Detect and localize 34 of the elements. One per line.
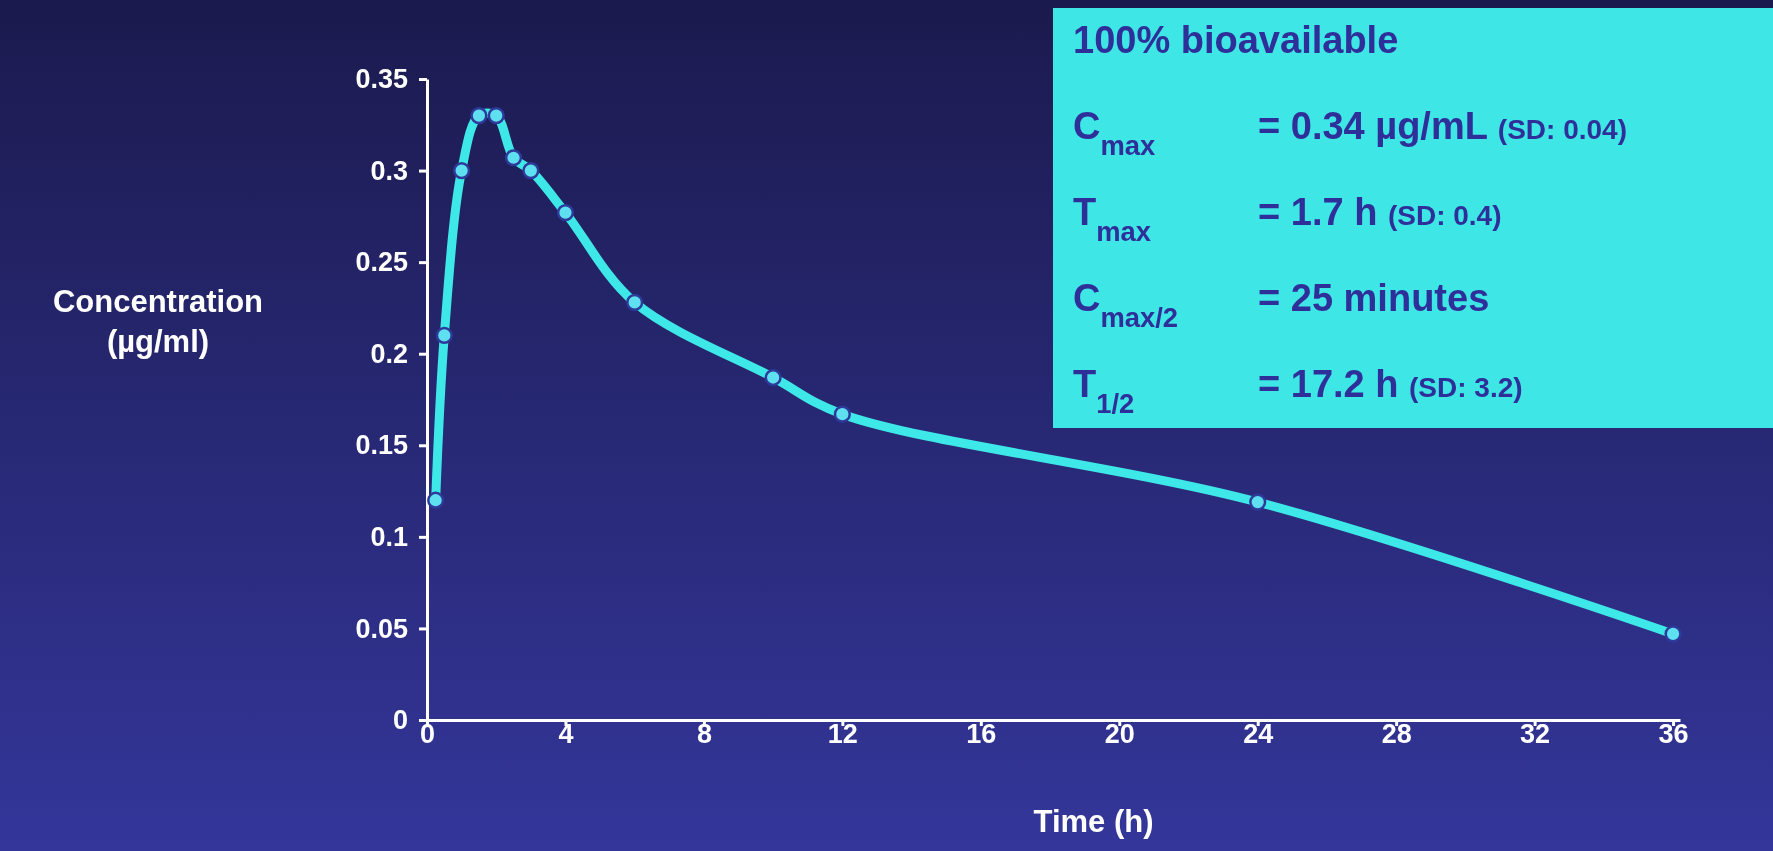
text: 100% bioavailable — [1073, 19, 1399, 61]
point — [764, 368, 782, 387]
point — [487, 107, 505, 125]
y-tick-label: 0.3 — [370, 155, 408, 186]
point — [470, 107, 488, 125]
text-panel: 100% bioavailable C$_{max}$ = 0.34 µg/mL (SD: 0.04) T$_{max}$ = 1.7 h (SD: 0.4) C$_{max/2}$ = 25 minutes T$_{1/2}$ = 17.2 h (SD: 3.2) — [1053, 8, 1773, 428]
y-tick-label: 0.15 — [355, 430, 408, 461]
point — [1249, 493, 1267, 511]
x-tick-label: 16 — [966, 719, 997, 749]
y-tick-label: 0.1 — [370, 522, 408, 552]
point — [556, 204, 575, 222]
y-axis-title: Concentration (µg/ml) — [52, 284, 264, 359]
point — [1664, 625, 1682, 643]
y-tick-label: 0.25 — [355, 247, 408, 278]
point — [626, 293, 644, 312]
x-tick-label: 24 — [1243, 719, 1274, 749]
point — [833, 405, 851, 423]
x-tick-label: 36 — [1658, 719, 1689, 749]
x-axis-title: Time (h) — [1033, 804, 1154, 839]
x-tick-label: 12 — [827, 719, 858, 749]
point — [435, 326, 453, 344]
y-tick-label: 0.05 — [355, 613, 408, 644]
y-tick-label: 0.2 — [370, 338, 408, 369]
x-tick-label: 8 — [696, 719, 712, 749]
x-tick-label: 28 — [1381, 719, 1412, 749]
x-tick-label: 0 — [419, 719, 436, 749]
x-tick-label: 4 — [558, 719, 574, 749]
point — [504, 149, 523, 167]
point — [522, 161, 540, 180]
y-tick-label: 0.35 — [355, 64, 408, 95]
x-tick-label: 20 — [1104, 719, 1135, 749]
point — [427, 491, 445, 509]
x-tick-label: 32 — [1520, 719, 1551, 749]
point — [453, 161, 471, 180]
